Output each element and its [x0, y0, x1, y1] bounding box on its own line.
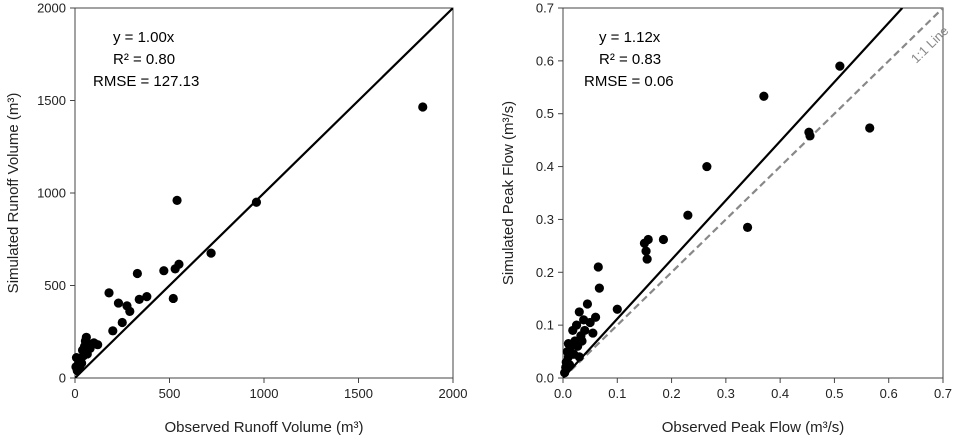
y-tick-label: 0.3: [536, 212, 554, 227]
regression-stat: y = 1.12x: [599, 29, 661, 46]
data-point: [742, 222, 753, 232]
data-point: [571, 320, 582, 330]
y-tick-label: 0.4: [536, 159, 554, 174]
x-tick-label: 0.1: [608, 386, 626, 401]
data-point: [168, 293, 178, 304]
y-tick-label: 1000: [37, 186, 66, 201]
x-tick-label: 1500: [344, 386, 373, 401]
data-point: [594, 283, 604, 293]
y-tick-label: 0.6: [536, 53, 554, 68]
x-axis-title: Observed Runoff Volume (m³): [165, 419, 364, 436]
data-point: [582, 299, 593, 309]
regression-stat: RMSE = 0.06: [584, 73, 674, 90]
data-point: [574, 352, 584, 362]
y-tick-label: 1500: [37, 93, 66, 108]
data-point: [132, 268, 142, 279]
data-point: [643, 234, 653, 245]
x-tick-label: 0.4: [771, 386, 789, 401]
data-point: [612, 304, 622, 314]
chart-panel-2: 0.0 0.1 0.2 0.3 0.4 0.5 0.6 0.7 0.0 0.1 0.2 0.3 0.4 0…: [500, 1, 952, 437]
data-point: [93, 340, 103, 350]
one-to-one-line: [563, 8, 943, 378]
data-point: [134, 294, 144, 304]
x-tick-label: 0.5: [825, 386, 843, 401]
regression-line: [563, 8, 904, 378]
data-point: [125, 306, 135, 316]
data-point: [588, 328, 598, 338]
data-point: [590, 312, 601, 322]
x-tick-label: 0: [71, 386, 78, 401]
one-to-one-line-label: 1:1 Line: [908, 23, 952, 66]
data-point: [159, 266, 169, 276]
data-point: [805, 131, 815, 141]
y-tick-label: 0.7: [536, 1, 554, 16]
x-tick-label: 0.3: [717, 386, 735, 401]
regression-stat: y = 1.00x: [113, 29, 175, 46]
data-point: [759, 91, 769, 101]
x-axis-title: Observed Peak Flow (m³/s): [662, 419, 845, 436]
y-tick-label: 0.5: [536, 106, 554, 121]
data-point: [206, 248, 216, 258]
x-tick-label: 0.6: [880, 386, 898, 401]
data-point: [702, 161, 712, 172]
x-tick-label: 0.7: [934, 386, 952, 401]
x-tick-label: 0.2: [663, 386, 681, 401]
x-tick-label: 2000: [439, 386, 468, 401]
data-point: [593, 262, 603, 272]
y-axis-title: Simulated Peak Flow (m³/s): [500, 101, 517, 285]
data-point: [642, 254, 652, 264]
data-point: [251, 197, 262, 207]
regression-stat: RMSE = 127.13: [93, 73, 199, 90]
data-point: [658, 234, 669, 245]
regression-stat: R² = 0.83: [599, 51, 661, 68]
data-point: [577, 336, 587, 346]
data-point: [142, 292, 152, 302]
data-point: [835, 61, 845, 71]
x-tick-label: 0.0: [554, 386, 572, 401]
data-point: [113, 298, 124, 308]
regression-line: [75, 8, 453, 378]
x-tick-label: 500: [159, 386, 181, 401]
data-point: [418, 102, 428, 112]
data-point: [172, 195, 182, 205]
regression-stat: R² = 0.80: [113, 51, 175, 68]
data-point: [564, 360, 575, 370]
data-point: [683, 210, 693, 220]
plot-frame: [562, 7, 944, 379]
data-point: [77, 358, 87, 368]
y-axis-title: Simulated Runoff Volume (m³): [5, 93, 22, 294]
x-tick-label: 1000: [250, 386, 279, 401]
y-tick-label: 0: [59, 371, 66, 386]
y-tick-label: 0.1: [536, 318, 554, 333]
data-point: [574, 307, 584, 317]
y-tick-label: 0.2: [536, 265, 554, 280]
data-point: [108, 326, 118, 336]
y-tick-label: 0.0: [536, 371, 554, 386]
chart-panel-1: 0 500 1000 1500 2000 0 500 1000 1500 2000 Observed…: [5, 1, 467, 437]
data-point: [174, 259, 184, 269]
data-point: [865, 123, 875, 133]
data-point: [641, 246, 651, 256]
data-point: [117, 317, 127, 328]
y-tick-label: 500: [44, 278, 66, 293]
y-tick-label: 2000: [37, 1, 66, 16]
data-point: [580, 325, 590, 336]
data-point: [104, 288, 114, 298]
